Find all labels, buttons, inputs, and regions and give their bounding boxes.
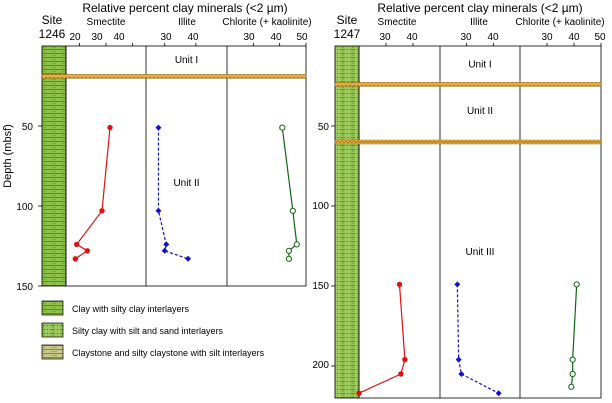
legend-item-claystone: Claystone and silty claystone with silt … xyxy=(41,344,265,360)
unit-label: Unit II xyxy=(173,178,199,189)
lithology-column xyxy=(334,45,360,399)
x-tick-label: 40 xyxy=(187,32,199,43)
chart-title: Relative percent clay minerals (<2 µm) xyxy=(82,1,287,15)
data-point xyxy=(495,390,502,397)
data-point xyxy=(185,255,192,262)
legend-swatch-silty-clay xyxy=(41,322,64,338)
x-tick-label: 40 xyxy=(487,32,499,43)
data-point xyxy=(289,207,296,214)
series-line-smectite xyxy=(75,127,111,260)
x-tick-labels: 30 40 30 40 30 40 50 xyxy=(379,32,606,43)
x-tick-label: 30 xyxy=(541,32,553,43)
x-axis-label-chlorite: Chlorite (+ kaolinite) xyxy=(515,17,604,28)
unit-label: Unit I xyxy=(175,55,198,66)
site-1246-chart: Site 1246 Relative percent clay minerals… xyxy=(2,1,312,293)
x-axis-label-chlorite: Chlorite (+ kaolinite) xyxy=(222,17,311,28)
y-axis-label: Depth (mbsf) xyxy=(2,124,14,188)
unit-label: Unit III xyxy=(466,247,495,258)
legend-label: Silty clay with silt and sand interlayer… xyxy=(72,326,224,336)
data-point xyxy=(569,370,576,378)
unit-boundary xyxy=(41,74,307,79)
x-tick-label: 40 xyxy=(270,32,282,43)
x-tick-label: 30 xyxy=(160,32,172,43)
lithology-column xyxy=(41,45,67,287)
y-tick-label: 150 xyxy=(312,281,329,292)
data-point xyxy=(293,241,300,248)
x-tick-label: 30 xyxy=(243,32,255,43)
data-point xyxy=(569,356,576,363)
x-tick-labels: 20 30 40 30 40 30 40 50 xyxy=(69,32,308,43)
series-line-illite xyxy=(456,284,499,394)
series-line-smectite xyxy=(358,284,406,394)
data-point xyxy=(72,256,79,262)
data-point xyxy=(155,124,162,131)
x-axis-label-illite: Illite xyxy=(178,17,196,28)
legend-label: Clay with silty clay interlayers xyxy=(72,304,190,314)
data-point xyxy=(458,371,465,377)
x-tick-label: 50 xyxy=(296,32,308,43)
x-tick-label: 20 xyxy=(69,32,81,43)
site-1247-chart: Site 1247 Relative percent clay minerals… xyxy=(312,1,606,399)
data-point xyxy=(454,281,461,288)
y-tick-label: 50 xyxy=(318,122,330,133)
x-tick-label: 40 xyxy=(406,32,418,43)
lithology-legend: Clay with silty clay interlayers Silty c… xyxy=(41,300,265,360)
plot-frame xyxy=(65,45,307,287)
data-point xyxy=(107,124,113,131)
data-point xyxy=(161,247,168,254)
unit-boundary xyxy=(334,139,602,145)
site-label: Site xyxy=(42,13,63,27)
unit-labels: Unit I Unit II Unit III xyxy=(466,60,495,258)
site-number: 1246 xyxy=(39,27,66,41)
unit-labels: Unit I Unit II xyxy=(173,55,199,189)
plot-frame xyxy=(358,45,602,399)
data-point xyxy=(73,241,80,248)
site-label: Site xyxy=(337,13,358,27)
x-tick-label: 40 xyxy=(568,32,580,43)
site-number: 1247 xyxy=(334,27,361,41)
data-point xyxy=(279,124,286,131)
x-tick-label: 40 xyxy=(113,32,125,43)
data-point xyxy=(568,383,575,390)
x-tick-label: 30 xyxy=(460,32,472,43)
data-point xyxy=(155,207,162,214)
x-tick-label: 30 xyxy=(379,32,391,43)
y-tick-label: 100 xyxy=(16,202,33,213)
data-point xyxy=(573,281,580,288)
unit-label: Unit II xyxy=(467,106,493,117)
y-tick-label: 150 xyxy=(16,282,33,293)
legend-swatch-claystone xyxy=(41,344,64,360)
data-point xyxy=(285,247,292,254)
y-tick-labels: 50 100 150 xyxy=(16,122,33,293)
x-tick-label: 30 xyxy=(91,32,103,43)
data-point xyxy=(402,356,408,363)
y-tick-labels: 50 100 150 200 xyxy=(312,122,329,371)
y-tick-label: 200 xyxy=(312,360,329,371)
data-point xyxy=(163,241,170,248)
y-tick-label: 100 xyxy=(312,201,329,212)
series-line-chlorite xyxy=(570,284,578,387)
chart-title: Relative percent clay minerals (<2 µm) xyxy=(377,1,582,15)
unit-boundary xyxy=(334,82,602,87)
unit-label: Unit I xyxy=(468,60,491,71)
data-point xyxy=(84,248,91,254)
series-line-chlorite xyxy=(281,127,298,259)
data-point xyxy=(99,208,105,214)
legend-item-clay: Clay with silty clay interlayers xyxy=(41,300,190,316)
data-point xyxy=(285,255,292,262)
data-point xyxy=(455,356,462,363)
x-tick-label: 50 xyxy=(594,32,606,43)
legend-label: Claystone and silty claystone with silt … xyxy=(72,348,265,358)
data-point xyxy=(398,371,404,377)
x-axis-label-smectite: Smectite xyxy=(378,17,417,28)
data-point xyxy=(356,390,362,396)
x-axis-label-smectite: Smectite xyxy=(87,17,126,28)
x-axis-label-illite: Illite xyxy=(470,17,488,28)
y-tick-label: 50 xyxy=(22,122,34,133)
data-point xyxy=(396,281,403,288)
legend-swatch-clay xyxy=(41,300,64,316)
legend-item-silty-clay: Silty clay with silt and sand interlayer… xyxy=(41,322,224,338)
series-line-illite xyxy=(157,127,189,260)
